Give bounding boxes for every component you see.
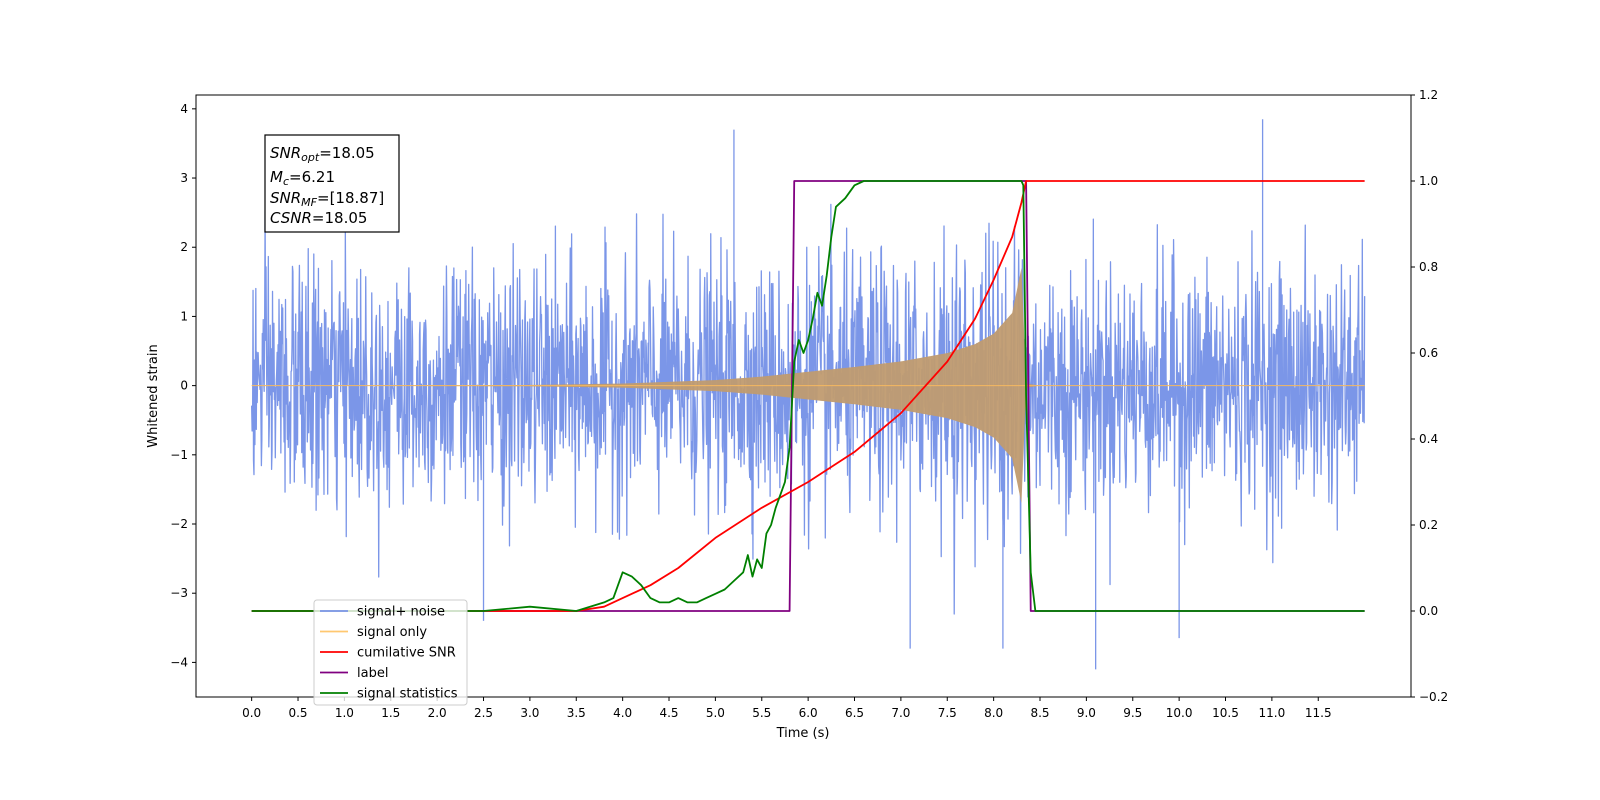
legend-entry-label: signal+ noise: [357, 605, 445, 620]
x-tick-label: 5.5: [752, 706, 771, 720]
x-tick-label: 9.0: [1077, 706, 1096, 720]
y-left-tick-label: 2: [180, 240, 188, 254]
x-tick-label: 7.5: [938, 706, 957, 720]
x-tick-label: 0.5: [288, 706, 307, 720]
stats-snr-mf: SNRMF=[18.87]: [270, 189, 384, 209]
series-cumulative-snr: [251, 180, 1365, 612]
x-tick-label: 8.0: [984, 706, 1003, 720]
x-tick-label: 5.0: [706, 706, 725, 720]
x-axis-label: Time (s): [776, 726, 830, 741]
x-tick-label: 4.0: [613, 706, 632, 720]
x-tick-label: 1.5: [381, 706, 400, 720]
y-left-tick-label: 3: [180, 171, 188, 185]
y-right-tick-label: 0.8: [1419, 260, 1438, 274]
x-tick-label: 6.0: [799, 706, 818, 720]
legend-entry-label: label: [357, 666, 388, 681]
y-left-tick-label: 4: [180, 102, 188, 116]
y-left-tick-label: 1: [180, 309, 188, 323]
series-layer: [251, 119, 1366, 670]
y-left-tick-label: −4: [170, 655, 188, 669]
y-right-tick-label: 1.0: [1419, 174, 1438, 188]
stats-snr-opt: SNRopt=18.05: [270, 144, 375, 164]
y-right-tick-label: 0.0: [1419, 604, 1438, 618]
y-axis-left: 4 3 2 1 0 −1 −2 −3 −4: [170, 102, 196, 669]
y-left-tick-label: −3: [170, 586, 188, 600]
y-right-tick-label: 0.4: [1419, 432, 1438, 446]
x-tick-label: 10.5: [1212, 706, 1239, 720]
x-tick-label: 2.5: [474, 706, 493, 720]
legend-entry-label: signal statistics: [357, 687, 458, 702]
legend-frame: [313, 599, 468, 706]
stats-box: SNRopt=18.05 Mc=6.21 SNRMF=[18.87] CSNR=…: [264, 134, 400, 233]
x-tick-label: 3.5: [567, 706, 586, 720]
x-axis: 0.0 0.5 1.0 1.5 2.0 2.5 3.0 3.5 4.0 4.5 5.0 5.5 6.0 6…: [242, 697, 1332, 720]
x-tick-label: 0.0: [242, 706, 261, 720]
x-tick-label: 6.5: [845, 706, 864, 720]
y-axis-label-left: Whitened strain: [146, 344, 161, 447]
y-right-tick-label: 1.2: [1419, 88, 1438, 102]
stats-box-frame: [264, 134, 400, 233]
legend-entry-label: signal only: [357, 625, 427, 640]
y-left-tick-label: −2: [170, 517, 188, 531]
x-tick-label: 10.0: [1166, 706, 1193, 720]
x-tick-label: 2.0: [428, 706, 447, 720]
series-signal-noise: [251, 203, 1366, 615]
x-tick-label: 8.5: [1030, 706, 1049, 720]
y-left-tick-label: −1: [170, 448, 188, 462]
legend-entry-label: cumilative SNR: [357, 646, 456, 661]
stats-chirp-mass: Mc=6.21: [270, 168, 335, 188]
legend: signal+ noise signal only cumilative SNR la…: [313, 599, 468, 706]
stats-csnr: CSNR=18.05: [270, 209, 367, 227]
y-left-tick-label: 0: [180, 379, 188, 393]
y-right-tick-label: −0.2: [1419, 690, 1448, 704]
series-signal-statistics: [251, 180, 1365, 612]
x-tick-label: 7.0: [891, 706, 910, 720]
x-tick-label: 11.0: [1259, 706, 1286, 720]
axes-frame: [195, 94, 1412, 698]
x-tick-label: 4.5: [659, 706, 678, 720]
x-tick-label: 3.0: [520, 706, 539, 720]
y-axis-right: 1.2 1.0 0.8 0.6 0.4 0.2 0.0 −0.2: [1411, 88, 1448, 704]
x-tick-label: 11.5: [1305, 706, 1332, 720]
x-tick-label: 1.0: [335, 706, 354, 720]
y-right-tick-label: 0.2: [1419, 518, 1438, 532]
y-right-tick-label: 0.6: [1419, 346, 1438, 360]
x-tick-label: 9.5: [1123, 706, 1142, 720]
